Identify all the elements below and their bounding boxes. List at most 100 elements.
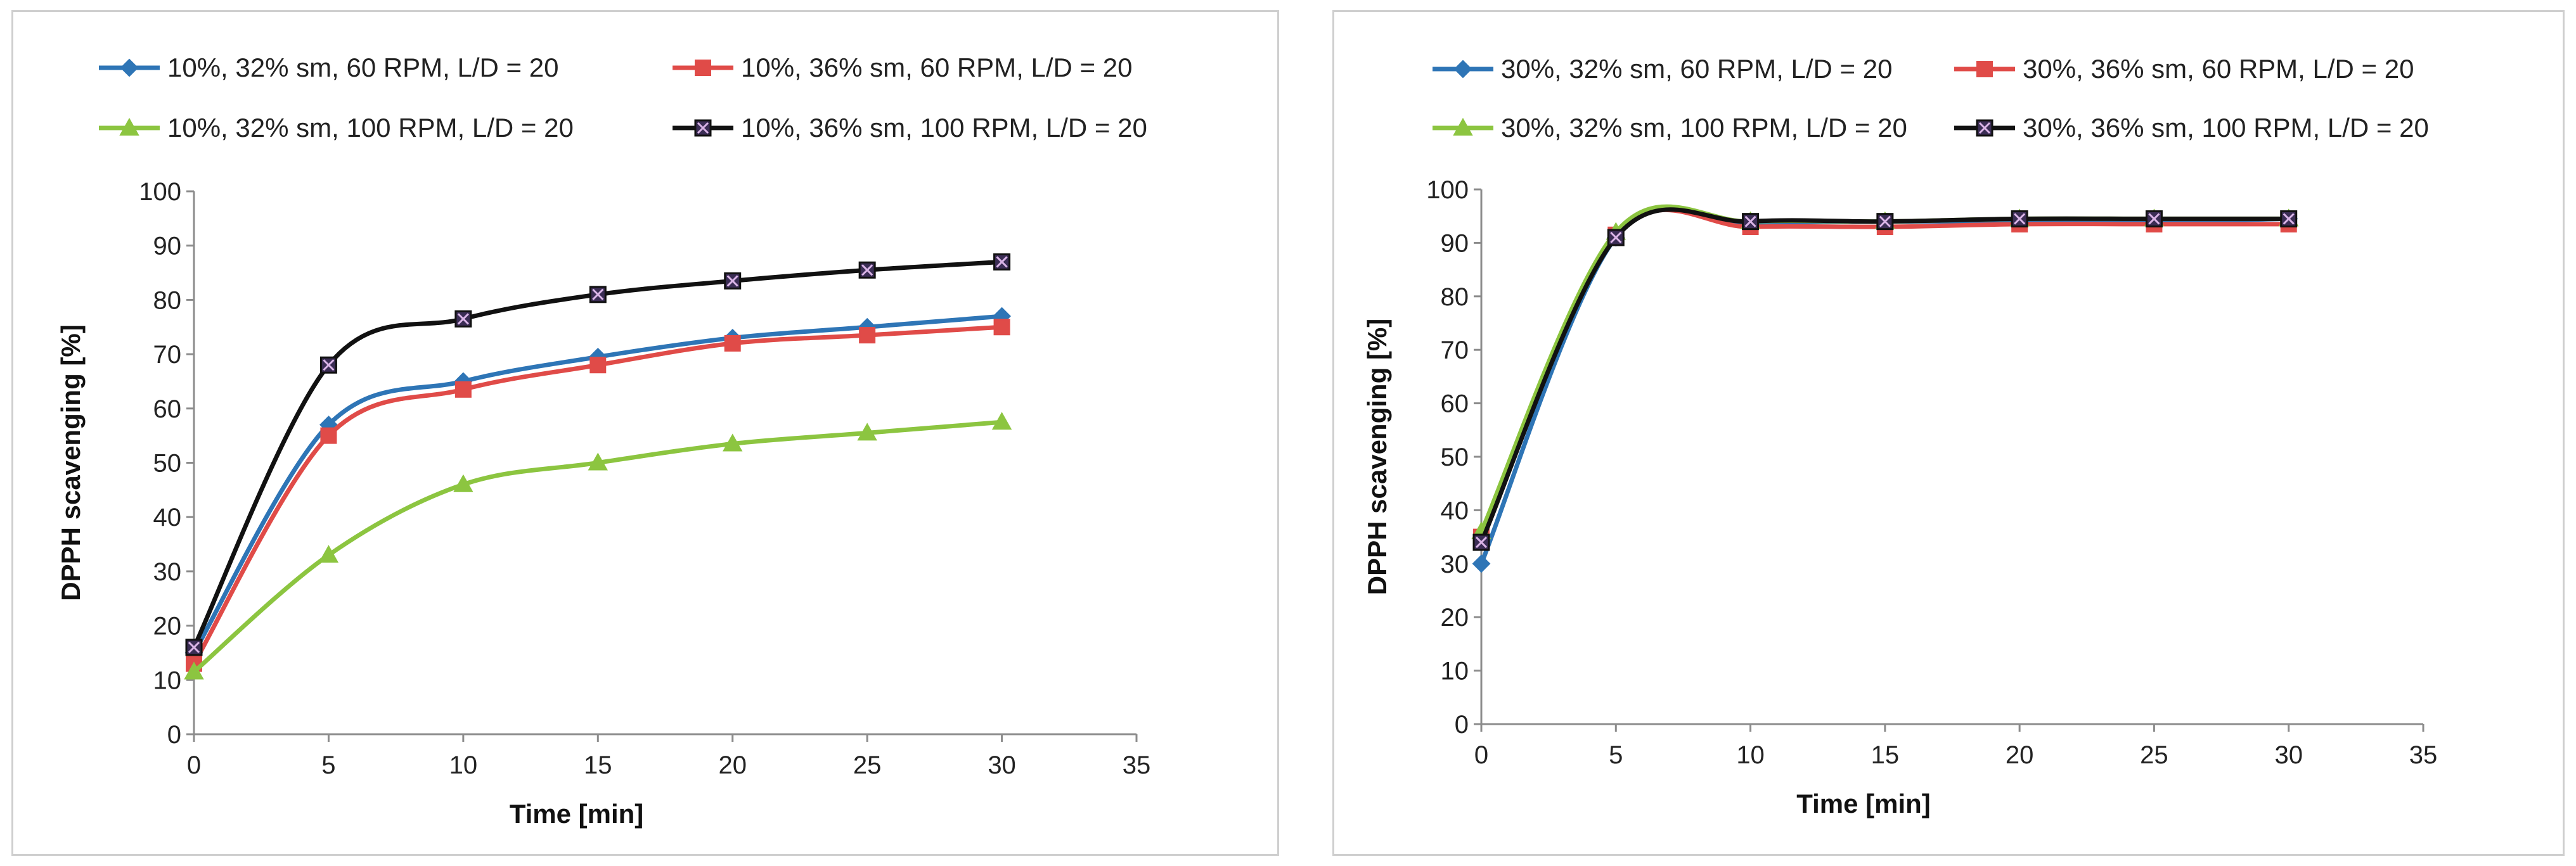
series-4 [185, 253, 1011, 656]
x-tick-label: 15 [1871, 741, 1900, 769]
data-point [453, 474, 473, 492]
y-tick-label: 90 [153, 232, 182, 260]
legend-swatch-marker [120, 58, 139, 77]
series-line-4 [1479, 207, 2289, 544]
data-point [589, 357, 607, 374]
data-point [1876, 213, 1894, 231]
y-tick-label: 50 [153, 450, 182, 478]
data-point [993, 253, 1011, 271]
data-point-cross [592, 288, 604, 300]
y-axis-title: DPPH scavenging [%] [56, 324, 86, 601]
data-point [857, 423, 877, 441]
y-tick-label: 10 [153, 666, 182, 694]
data-point [454, 381, 472, 398]
chart-panel-left: 0 10 20 30 40 50 60 70 80 90 100 0 5 10 15 20 25 30 35 Time… [11, 10, 1279, 856]
data-point [1472, 554, 1491, 573]
legend-label: 30%, 32% sm, 100 RPM, L/D = 20 [1501, 113, 1907, 143]
legend-item-4: 10%, 36% sm, 100 RPM, L/D = 20 [673, 113, 1147, 143]
legend-swatch-marker-cross [1978, 122, 1991, 134]
legend-label: 10%, 36% sm, 60 RPM, L/D = 20 [741, 53, 1132, 82]
data-point [859, 327, 876, 344]
data-point [993, 319, 1010, 336]
data-point [185, 639, 203, 656]
legend-swatch-marker [695, 60, 711, 76]
data-point-cross [726, 275, 738, 287]
y-tick-label: 0 [167, 721, 181, 749]
data-point [319, 356, 337, 374]
chart-panel-right: 0 10 20 30 40 50 60 70 80 90 100 0 5 10 15 20 25 30 35 Time… [1332, 10, 2565, 856]
legend-item-4: 30%, 36% sm, 100 RPM, L/D = 20 [1954, 113, 2429, 143]
data-point [1607, 229, 1625, 246]
data-point-cross [188, 641, 200, 653]
x-axis-title: Time [min] [510, 799, 644, 829]
y-tick-label: 30 [1441, 551, 1469, 578]
data-point-cross [457, 313, 469, 325]
legend-item-1: 30%, 32% sm, 60 RPM, L/D = 20 [1433, 54, 1892, 84]
data-point [724, 334, 741, 352]
data-point [2011, 210, 2028, 227]
y-tick-label: 70 [1441, 336, 1469, 364]
y-tick-label: 40 [153, 504, 182, 532]
y-tick-label: 30 [153, 558, 182, 586]
x-tick-label: 20 [2006, 741, 2034, 769]
x-tick-label: 15 [584, 751, 612, 779]
legend-item-3: 10%, 32% sm, 100 RPM, L/D = 20 [99, 113, 574, 143]
y-tick-label: 20 [153, 613, 182, 640]
data-point-cross [996, 256, 1008, 268]
legend-swatch-marker [1976, 61, 1993, 77]
series-2 [186, 319, 1010, 672]
y-tick-label: 90 [1441, 229, 1469, 257]
data-point [858, 261, 876, 279]
series-line-2 [191, 324, 1002, 665]
data-point [320, 427, 337, 444]
y-tick-label: 80 [1441, 283, 1469, 311]
x-tick-label: 10 [1736, 741, 1765, 769]
data-point [991, 412, 1012, 430]
data-point [2145, 210, 2163, 227]
y-axis-title: DPPH scavenging [%] [1362, 319, 1392, 595]
chart-left: 0 10 20 30 40 50 60 70 80 90 100 0 5 10 15 20 25 30 35 Time… [56, 53, 1151, 829]
data-point-cross [861, 264, 873, 276]
series-line-1 [1479, 207, 2289, 565]
legend-swatch-marker [1453, 117, 1473, 136]
data-point [454, 310, 472, 328]
data-point [588, 452, 608, 471]
data-point [318, 545, 339, 563]
data-point-cross [1879, 215, 1891, 227]
legend-label: 30%, 32% sm, 60 RPM, L/D = 20 [1501, 54, 1892, 84]
y-tick-label: 0 [1455, 711, 1469, 739]
data-point [723, 433, 743, 452]
legend-swatch-marker-cross [697, 122, 709, 134]
y-tick-label: 60 [153, 395, 182, 423]
data-point [1742, 213, 1760, 231]
x-tick-label: 0 [187, 751, 201, 779]
data-point-cross [2283, 213, 2295, 225]
data-point-cross [2148, 213, 2160, 225]
y-tick-label: 50 [1441, 443, 1469, 471]
data-point-cross [1475, 536, 1488, 549]
y-tick-label: 80 [153, 286, 182, 314]
legend-label: 30%, 36% sm, 60 RPM, L/D = 20 [2023, 54, 2414, 84]
x-tick-label: 30 [2274, 741, 2303, 769]
data-point-cross [323, 359, 335, 371]
data-point [184, 661, 204, 680]
x-tick-label: 30 [988, 751, 1016, 779]
x-tick-label: 35 [1123, 751, 1151, 779]
legend-swatch-marker [1976, 119, 1993, 137]
y-tick-label: 10 [1441, 658, 1469, 685]
chart-right: 0 10 20 30 40 50 60 70 80 90 100 0 5 10 15 20 25 30 35 Time… [1362, 54, 2437, 818]
legend-swatch-marker [694, 119, 712, 137]
y-tick-label: 40 [1441, 497, 1469, 525]
legend-item-1: 10%, 32% sm, 60 RPM, L/D = 20 [99, 53, 558, 82]
x-axis-title: Time [min] [1796, 789, 1931, 818]
y-tick-label: 20 [1441, 604, 1469, 632]
x-tick-label: 20 [718, 751, 747, 779]
y-tick-label: 60 [1441, 390, 1469, 418]
series-3 [1471, 204, 2299, 540]
legend-label: 10%, 32% sm, 60 RPM, L/D = 20 [167, 53, 558, 82]
data-point [724, 272, 742, 290]
legend-label: 10%, 32% sm, 100 RPM, L/D = 20 [167, 113, 574, 143]
data-point [2280, 210, 2298, 227]
y-tick-label: 70 [153, 341, 182, 369]
x-tick-label: 25 [2140, 741, 2168, 769]
